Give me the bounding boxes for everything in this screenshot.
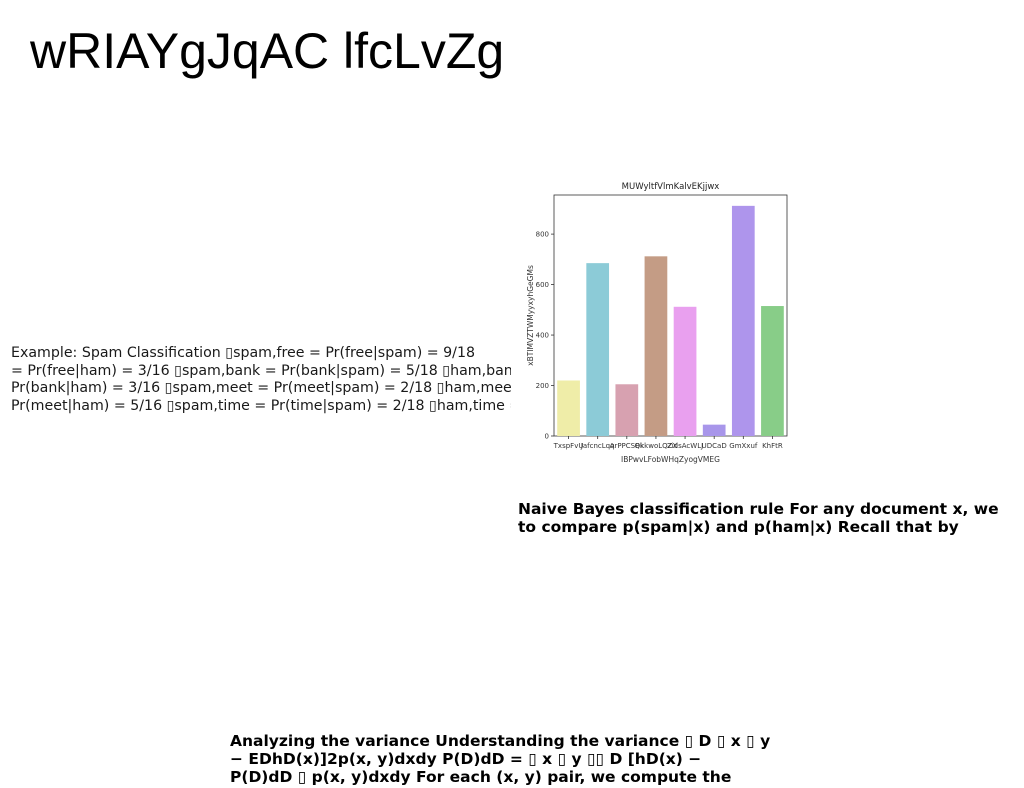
y-tick-label: 600 <box>536 281 549 289</box>
naive-bayes-text: Naive Bayes classification rule For any … <box>518 500 1018 536</box>
text-line: Example: Spam Classification ▯spam,free … <box>11 345 476 361</box>
page-title: wRIAYgJqAC lfcLvZg <box>30 23 505 79</box>
text-line: − EDhD(x)]2p(x, y)dxdy P(D)dD = ▯ x ▯ y … <box>230 750 702 768</box>
y-tick-label: 0 <box>545 433 549 441</box>
x-tick-label: QkkwoLQZX <box>635 442 678 450</box>
bar-qkkwolqzx <box>644 256 668 436</box>
x-tick-label: ZidsAcWLJ <box>667 442 703 450</box>
bar-udcad <box>702 424 726 436</box>
bar-gmxxuf <box>731 205 755 436</box>
x-axis-label: IBPwvLFobWHqZyogVMEG <box>621 455 720 464</box>
variance-text: Analyzing the variance Understanding the… <box>230 732 810 786</box>
chart-title: MUWyltfVlmKalvEKjjwx <box>622 182 720 192</box>
x-tick-label: KhFtR <box>762 442 783 450</box>
text-line: P(D)dD ▯ p(x, y)dxdy For each (x, y) pai… <box>230 768 732 786</box>
bar-jafcnclqq <box>586 263 610 436</box>
bar-chart: MUWyltfVlmKalvEKjjwx 0 200 400 600 800 xBTIMVZ… <box>526 182 788 464</box>
y-tick-label: 800 <box>536 231 549 239</box>
text-line: Naive Bayes classification rule For any … <box>518 500 999 518</box>
text-line: Pr(meet|ham) = 5/16 ▯spam,time = Pr(time… <box>11 397 511 414</box>
y-axis-label: xBTIMVZTWMyyxyhGeGMs <box>526 265 535 366</box>
text-line: Analyzing the variance Understanding the… <box>230 732 771 750</box>
x-tick-label: ArPPCSBk <box>610 442 645 450</box>
plot-frame <box>553 194 788 437</box>
x-tick-label: UDCaD <box>702 442 727 450</box>
x-tick-label: GmXxuf <box>729 442 758 450</box>
bar-txspfvu <box>557 380 580 436</box>
text-line: = Pr(free|ham) = 3/16 ▯spam,bank = Pr(ba… <box>11 362 511 379</box>
x-tick-label: TxspFvU <box>553 442 584 450</box>
spam-example-text: Example: Spam Classification ▯spam,free … <box>11 345 511 415</box>
bar-arppcsbk <box>615 384 639 436</box>
bar-khftr <box>761 306 784 436</box>
x-tick-label: JafcncLqq <box>580 442 615 450</box>
bar-zidsacwlj <box>673 306 697 436</box>
y-tick-label: 200 <box>536 382 549 390</box>
y-tick-label: 400 <box>536 332 549 340</box>
text-line: to compare p(spam|x) and p(ham|x) Recall… <box>518 518 959 536</box>
text-line: Pr(bank|ham) = 3/16 ▯spam,meet = Pr(meet… <box>11 380 511 397</box>
